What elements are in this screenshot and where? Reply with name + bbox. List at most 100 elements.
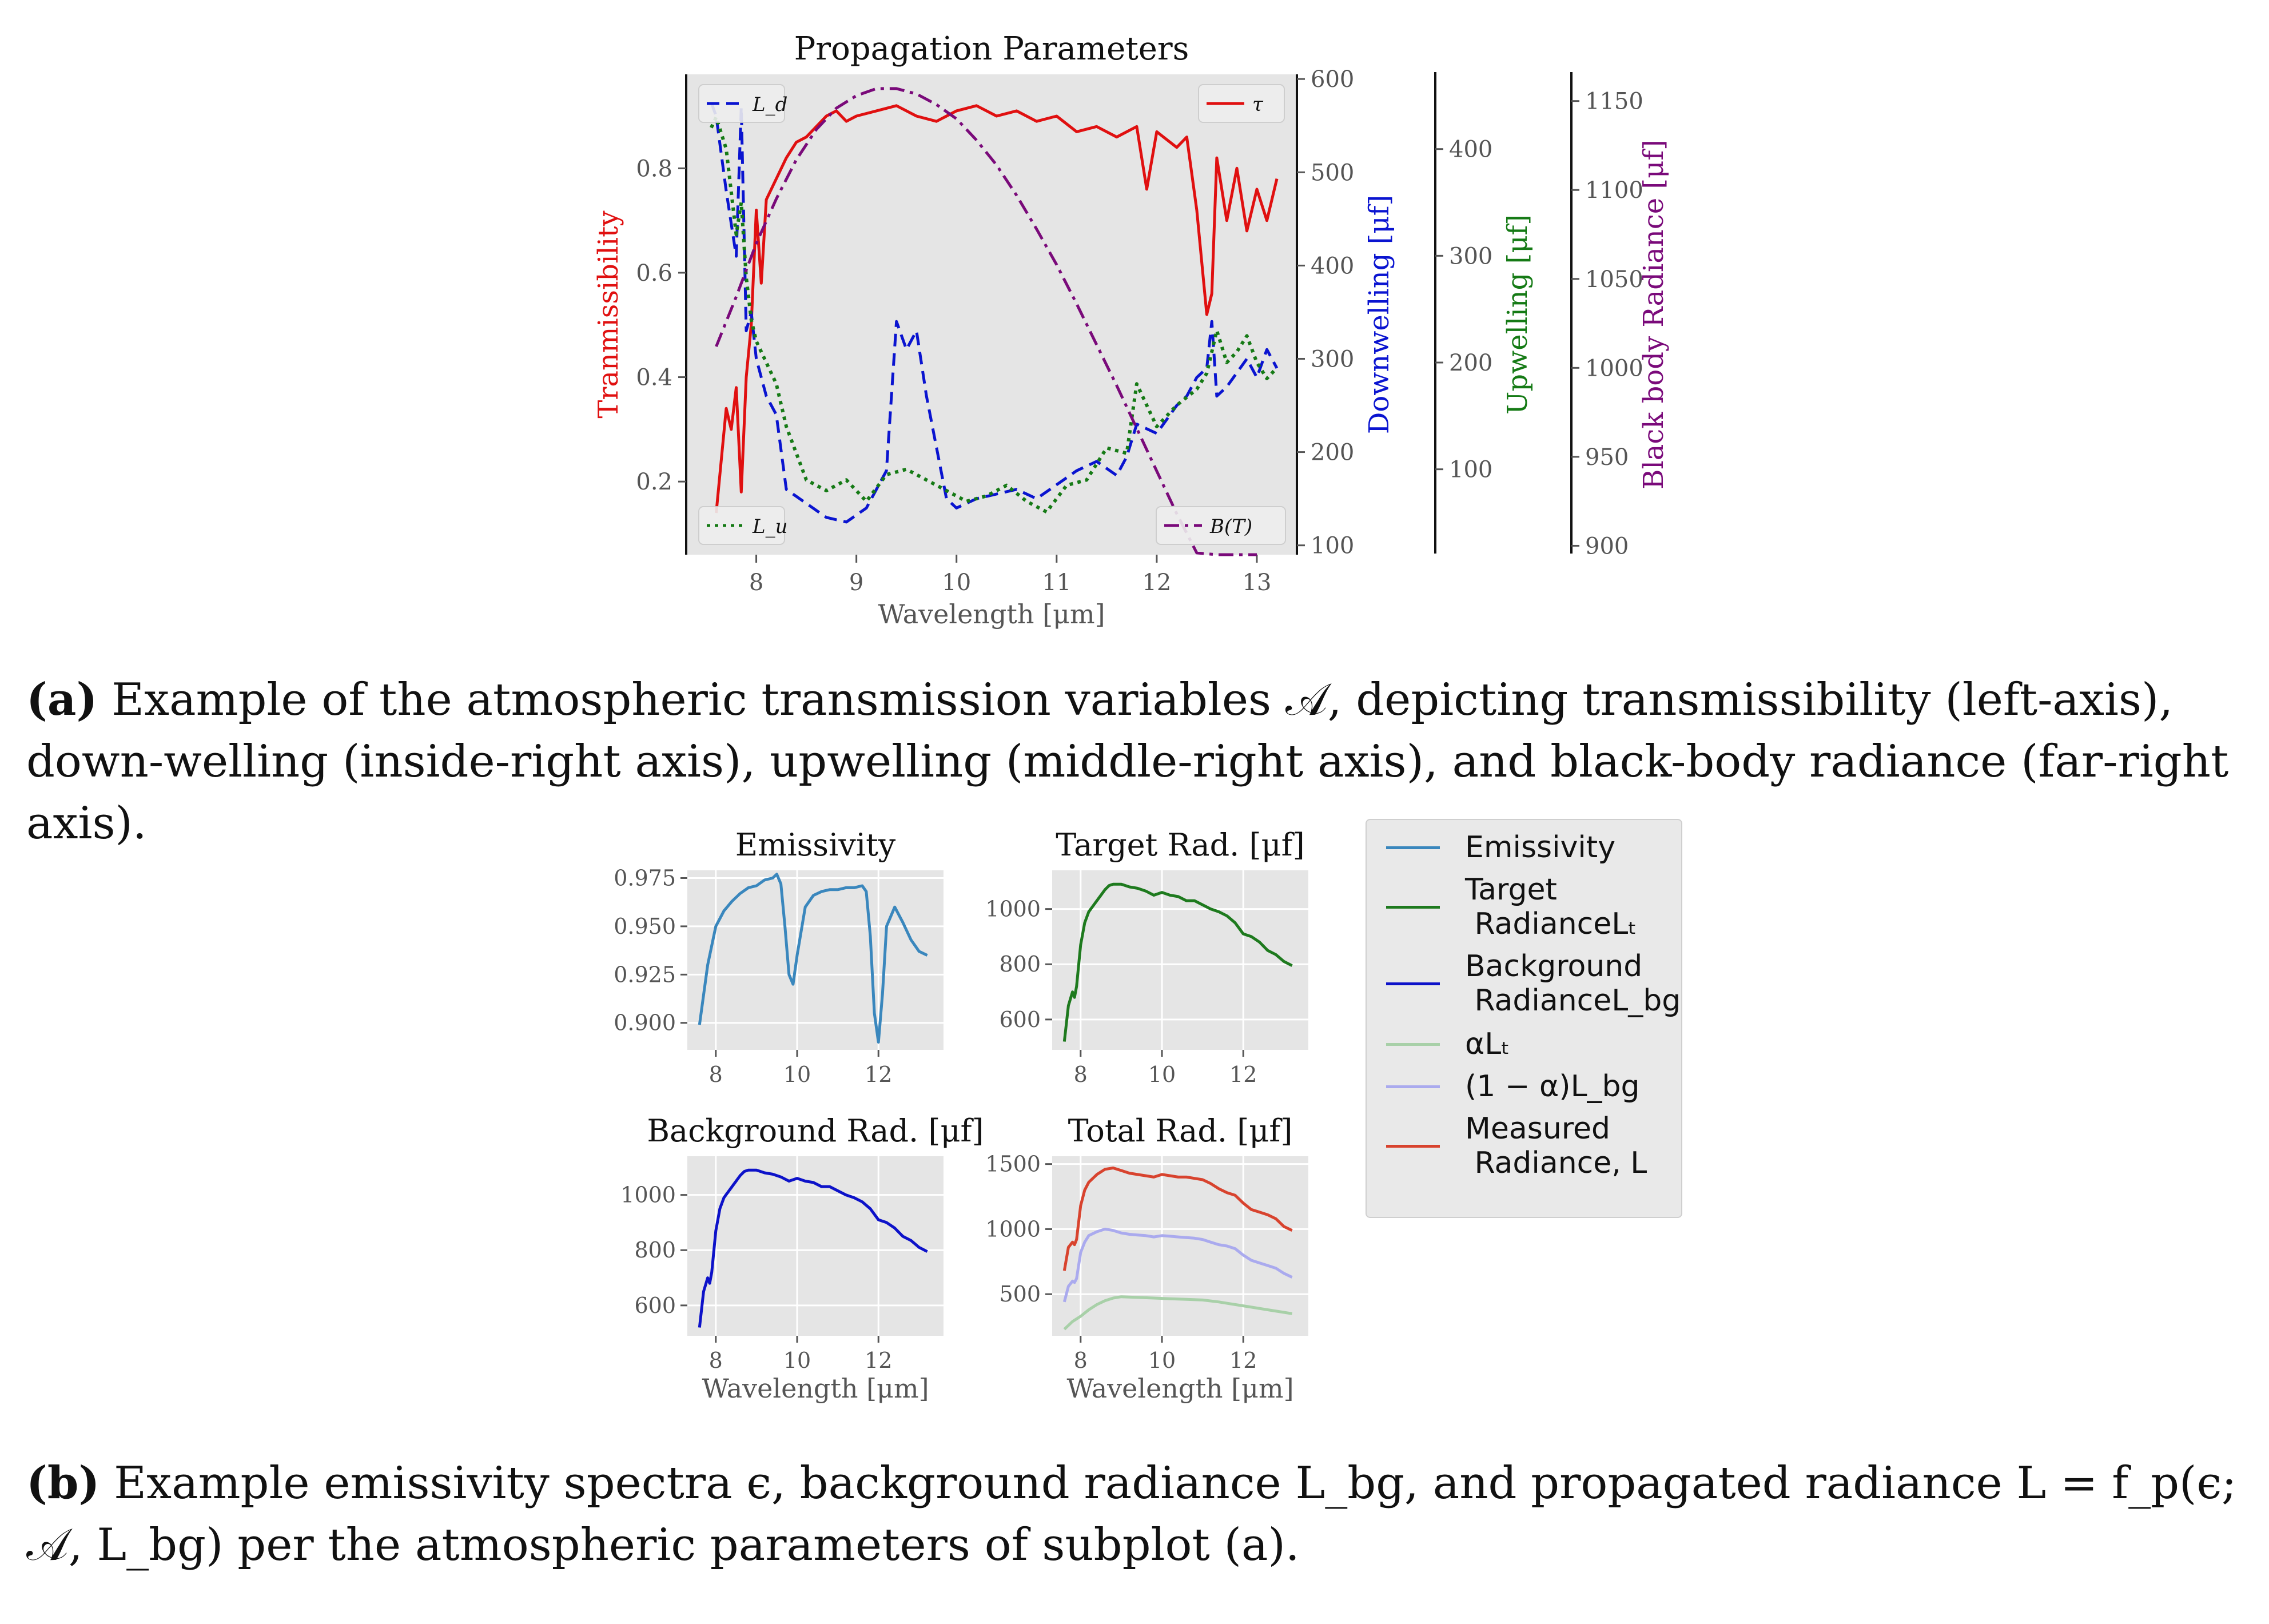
x-tick-label-b: 10 xyxy=(1148,1348,1176,1373)
x-tick-label-b: 10 xyxy=(783,1062,811,1087)
x-tick-label-b: 12 xyxy=(1229,1348,1257,1373)
series-line-b-2-0 xyxy=(698,1168,928,1328)
y-tick-label-b: 0.975 xyxy=(614,866,676,891)
x-tick-label-a: 10 xyxy=(942,570,971,596)
series-line-a-0 xyxy=(715,104,1279,514)
legend-entry: (1 − α)L_bg xyxy=(1367,1069,1681,1104)
legend-label: (1 − α)L_bg xyxy=(1465,1069,1640,1104)
legend-label-a-3: B(T) xyxy=(1209,515,1252,538)
y-tick-label-0: 0.4 xyxy=(636,365,672,391)
x-tick-label-a: 12 xyxy=(1142,570,1171,596)
legend-label: Emissivity xyxy=(1465,830,1615,865)
x-tick-label-b: 12 xyxy=(1229,1062,1257,1087)
legend-label: Background RadianceL_bg xyxy=(1465,949,1681,1018)
chart-title-b-2: Background Rad. [μf] xyxy=(647,1113,984,1149)
x-tick-label-b: 8 xyxy=(1074,1062,1088,1087)
y-tick-label-b: 500 xyxy=(999,1281,1041,1307)
y-tick-label-3: 1050 xyxy=(1585,266,1643,293)
y-tick-label-1: 400 xyxy=(1311,253,1354,279)
legend-label-a-2: L_u xyxy=(752,515,787,538)
y-tick-label-2: 300 xyxy=(1449,243,1492,269)
y-tick-label-0: 0.8 xyxy=(636,156,672,182)
y-tick-label-3: 900 xyxy=(1585,533,1629,559)
y-tick-label-3: 1100 xyxy=(1585,177,1643,204)
y-tick-label-b: 0.925 xyxy=(614,962,676,987)
y-tick-label-2: 200 xyxy=(1449,350,1492,376)
legend-swatch xyxy=(1386,1085,1440,1088)
series-line-a-3 xyxy=(715,87,1257,556)
legend-swatch xyxy=(1386,846,1440,849)
x-tick-label-b: 8 xyxy=(709,1348,723,1373)
legend-swatch xyxy=(1386,906,1440,909)
y-tick-label-1: 300 xyxy=(1311,346,1354,372)
legend-label: Measured Radiance, L xyxy=(1465,1112,1647,1180)
chart-propagation: Propagation Parameters 8 9 10 11 12 13 Waveleng… xyxy=(592,30,1670,630)
caption-a-text: Example of the atmospheric transmission … xyxy=(26,674,2229,849)
legend-swatch xyxy=(1386,1145,1440,1148)
y-tick-label-3: 950 xyxy=(1585,444,1629,471)
x-tick-label-a: 8 xyxy=(749,570,763,596)
y-tick-label-1: 500 xyxy=(1311,160,1354,186)
y-tick-label-2: 100 xyxy=(1449,457,1492,483)
legend-swatch xyxy=(1386,1043,1440,1046)
y-tick-label-3: 1000 xyxy=(1585,355,1643,381)
series-line-b-0-0 xyxy=(698,873,928,1044)
caption-b-text: Example emissivity spectra ϵ, background… xyxy=(26,1458,2237,1571)
chart-small-0: 8 10 12 0.900 0.925 0.950 0.975 Emissivity xyxy=(614,827,944,1087)
series-line-b-3-2 xyxy=(1063,1295,1292,1331)
y-tick-label-b: 600 xyxy=(634,1293,676,1318)
chart-small-1: 8 10 12 600 800 1000 Target Rad. [μf] xyxy=(985,827,1308,1087)
legend-swatch xyxy=(1386,982,1440,985)
series-line-b-1-0 xyxy=(1062,882,1293,1042)
legend-entry: Target RadianceLₜ xyxy=(1367,873,1681,941)
plot-area-a xyxy=(686,74,1297,555)
y-tick-label-b: 0.950 xyxy=(614,914,676,939)
legend-box-a-3 xyxy=(1156,506,1286,545)
chart-title-b-3: Total Rad. [μf] xyxy=(1068,1113,1293,1149)
chart-title-b-1: Target Rad. [μf] xyxy=(1056,827,1304,863)
x-tick-label-b: 12 xyxy=(865,1348,892,1373)
y-tick-label-b: 800 xyxy=(634,1237,676,1263)
y-axis-label-1: Downwelling [μf] xyxy=(1363,195,1395,434)
y-tick-label-b: 600 xyxy=(999,1007,1041,1032)
y-tick-label-b: 1500 xyxy=(985,1152,1041,1177)
legend-label: Target RadianceLₜ xyxy=(1465,873,1637,941)
y-tick-label-2: 400 xyxy=(1449,137,1492,163)
plot-area-b-0 xyxy=(687,870,944,1050)
legend-label: αLₜ xyxy=(1465,1027,1510,1061)
y-tick-label-3: 1150 xyxy=(1585,89,1643,115)
caption-b-label: (b) xyxy=(26,1457,100,1509)
y-tick-label-b: 1000 xyxy=(985,897,1041,922)
legend-b: Emissivity Target RadianceLₜ Background Ra… xyxy=(1366,819,1682,1218)
legend-box-a-0 xyxy=(698,84,785,123)
x-tick-label-b: 10 xyxy=(783,1348,811,1373)
y-axis-label-2: Upwelling [μf] xyxy=(1502,214,1534,415)
caption-a-label: (a) xyxy=(26,674,98,726)
chart-title-b-0: Emissivity xyxy=(735,827,896,863)
series-line-a-2 xyxy=(710,115,1279,514)
chart-small-2: 8 10 12 600 800 1000 Background Rad. [μf] Wavel… xyxy=(620,1113,984,1404)
x-tick-label-a: 9 xyxy=(849,570,863,596)
y-tick-label-b: 0.900 xyxy=(614,1010,676,1036)
x-axis-label-b-2: Wavelength [μm] xyxy=(702,1373,929,1404)
caption-b: (b) Example emissivity spectra ϵ, backgr… xyxy=(26,1452,2245,1576)
legend-entry: Emissivity xyxy=(1367,830,1681,865)
legend-label-a-0: L_d xyxy=(752,93,787,116)
y-axis-label-0: Tranmissibility xyxy=(592,210,624,418)
y-tick-label-0: 0.6 xyxy=(636,260,672,286)
y-axis-label-3: Black body Radiance [μf] xyxy=(1638,140,1670,489)
series-line-b-3-1 xyxy=(1062,1227,1293,1303)
y-tick-label-b: 1000 xyxy=(620,1183,676,1208)
y-tick-label-b: 1000 xyxy=(985,1216,1041,1241)
y-tick-label-0: 0.2 xyxy=(636,469,672,495)
caption-a: (a) Example of the atmospheric transmiss… xyxy=(26,669,2245,854)
x-tick-label-a: 11 xyxy=(1042,570,1071,596)
series-line-b-3-0 xyxy=(1062,1167,1293,1271)
y-tick-label-1: 600 xyxy=(1311,66,1354,93)
legend-entry: Background RadianceL_bg xyxy=(1367,949,1681,1018)
x-tick-label-b: 12 xyxy=(865,1062,892,1087)
y-tick-label-1: 200 xyxy=(1311,440,1354,466)
y-tick-label-1: 100 xyxy=(1311,533,1354,559)
chart-small-3: 8 10 12 500 1000 1500 Total Rad. [μf] Wavelengt… xyxy=(985,1113,1308,1404)
